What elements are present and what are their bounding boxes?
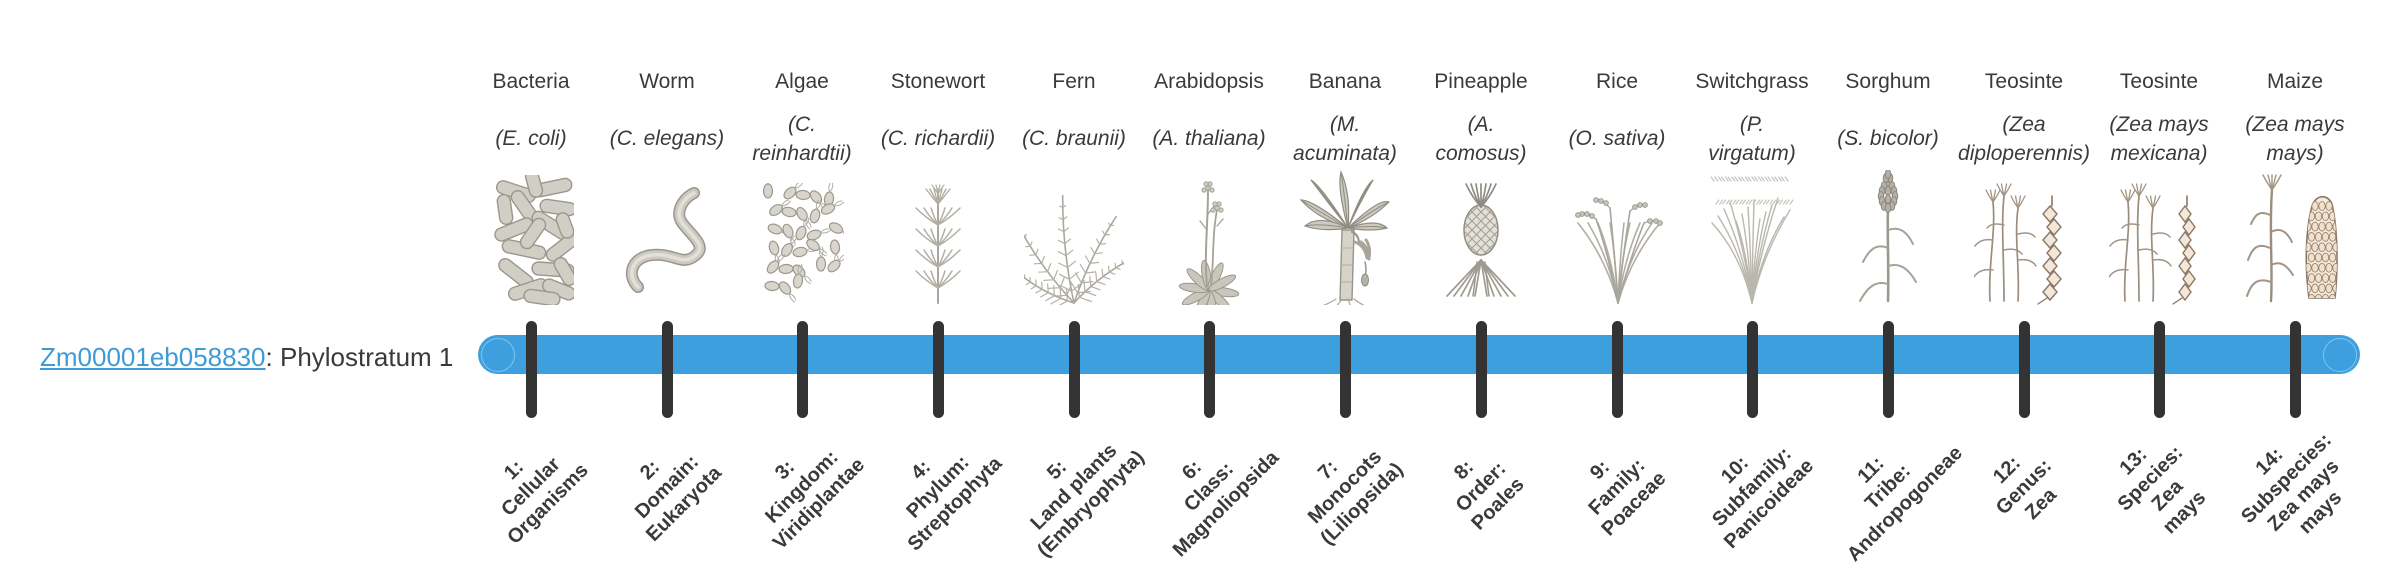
scientific-name-line: (Zea mays bbox=[2109, 112, 2209, 136]
scientific-name-line: (C. bbox=[788, 112, 816, 136]
scientific-name-line: mays) bbox=[2266, 141, 2324, 165]
phylostratum-tick bbox=[1068, 321, 1080, 418]
organism-scientific-name: (C. richardii) bbox=[828, 104, 1048, 173]
scientific-name-line: (E. coli) bbox=[495, 127, 567, 150]
organism-name: Switchgrass bbox=[1695, 70, 1809, 93]
scientific-name-line: comosus) bbox=[1435, 141, 1527, 165]
organism-name: Stonewort bbox=[890, 70, 986, 93]
organism-scientific-name: (C. reinhardtii) bbox=[692, 104, 912, 173]
arabidopsis-icon bbox=[1139, 168, 1279, 305]
scientific-name-line: (O. sativa) bbox=[1568, 127, 1666, 150]
rice-icon bbox=[1547, 168, 1687, 305]
scientific-name-line: (Zea mays bbox=[2245, 112, 2345, 136]
phylostratum-tick bbox=[2289, 321, 2301, 418]
organism-name: Arabidopsis bbox=[1154, 70, 1264, 93]
algae-icon bbox=[732, 168, 872, 305]
organism-name: Teosinte bbox=[2119, 70, 2199, 93]
phylostratum-tick bbox=[1882, 321, 1894, 418]
scientific-name-line: (P. bbox=[1739, 112, 1765, 136]
organism-scientific-name: (M. acuminata) bbox=[1235, 104, 1455, 173]
phylostratum-tick bbox=[796, 321, 808, 418]
sorghum-icon bbox=[1818, 168, 1958, 305]
organism-name: Pineapple bbox=[1434, 70, 1528, 93]
switchgrass-icon bbox=[1682, 168, 1822, 305]
organism-scientific-name: (O. sativa) bbox=[1507, 104, 1727, 173]
organism-name: Algae bbox=[775, 70, 829, 93]
stonewort-icon bbox=[868, 168, 1008, 305]
maize-icon bbox=[2225, 168, 2365, 305]
phylostratum-tick bbox=[2018, 321, 2030, 418]
gene-label: Zm00001eb058830: Phylostratum 1 bbox=[40, 341, 453, 373]
scientific-name-line: acuminata) bbox=[1293, 141, 1397, 165]
organism-scientific-name: (A. comosus) bbox=[1371, 104, 1591, 173]
organism-name: Maize bbox=[2266, 70, 2324, 93]
bacteria-icon bbox=[461, 168, 601, 305]
scientific-name-line: (A. bbox=[1467, 112, 1495, 136]
phylostratum-tick bbox=[525, 321, 537, 418]
scientific-name-line: (S. bicolor) bbox=[1837, 127, 1939, 150]
organism-scientific-name: (Zea mays mexicana) bbox=[2049, 104, 2269, 173]
timeline-bar bbox=[478, 335, 2360, 374]
scientific-name-line: reinhardtii) bbox=[752, 141, 852, 165]
organism-scientific-name: (Zea mays mays) bbox=[2185, 104, 2400, 173]
organism-scientific-name: (Zea diploperennis) bbox=[1914, 104, 2134, 173]
phylostratum-tick bbox=[2153, 321, 2165, 418]
scientific-name-line: (C. braunii) bbox=[1022, 127, 1126, 150]
teosinte-diploperennis-icon bbox=[1954, 168, 2094, 305]
scientific-name-line: (A. thaliana) bbox=[1152, 127, 1266, 150]
organism-name: Sorghum bbox=[1845, 70, 1931, 93]
phylostratum-tick bbox=[932, 321, 944, 418]
organism-scientific-name: (P. virgatum) bbox=[1642, 104, 1862, 173]
organism-scientific-name: (S. bicolor) bbox=[1778, 104, 1998, 173]
organism-name: Fern bbox=[1052, 70, 1096, 93]
scientific-name-line: (M. bbox=[1329, 112, 1361, 136]
bar-left-cap-ring bbox=[481, 338, 515, 372]
scientific-name-line: (C. elegans) bbox=[609, 127, 725, 150]
fern-icon bbox=[1004, 168, 1144, 305]
phylostratum-tick bbox=[1339, 321, 1351, 418]
scientific-name-line: diploperennis) bbox=[1958, 141, 2090, 165]
organism-scientific-name: (A. thaliana) bbox=[1099, 104, 1319, 173]
scientific-name-line: (Zea bbox=[2002, 112, 2046, 136]
phylostratum-tick bbox=[1203, 321, 1215, 418]
organism-scientific-name: (C. braunii) bbox=[964, 104, 1184, 173]
organism-name: Worm bbox=[639, 70, 695, 93]
phylostratum-tick bbox=[1475, 321, 1487, 418]
pineapple-icon bbox=[1411, 168, 1551, 305]
organism-name: Banana bbox=[1308, 70, 1382, 93]
organism-name: Bacteria bbox=[492, 70, 570, 93]
scientific-name-line: virgatum) bbox=[1708, 141, 1796, 165]
organism-scientific-name: (E. coli) bbox=[421, 104, 641, 173]
gene-phylostratum-text: : Phylostratum 1 bbox=[265, 342, 454, 372]
banana-icon bbox=[1275, 168, 1415, 305]
phylostratum-tick bbox=[661, 321, 673, 418]
organism-name: Rice bbox=[1595, 70, 1638, 93]
teosinte-mexicana-icon bbox=[2089, 168, 2229, 305]
worm-icon bbox=[597, 168, 737, 305]
bar-right-cap-ring bbox=[2323, 338, 2357, 372]
gene-id-link[interactable]: Zm00001eb058830 bbox=[40, 342, 266, 372]
phylostratum-tick bbox=[1611, 321, 1623, 418]
scientific-name-line: mexicana) bbox=[2110, 141, 2208, 165]
phylostratum-tick bbox=[1746, 321, 1758, 418]
organism-scientific-name: (C. elegans) bbox=[557, 104, 777, 173]
organism-name: Teosinte bbox=[1984, 70, 2064, 93]
scientific-name-line: (C. richardii) bbox=[880, 127, 996, 150]
